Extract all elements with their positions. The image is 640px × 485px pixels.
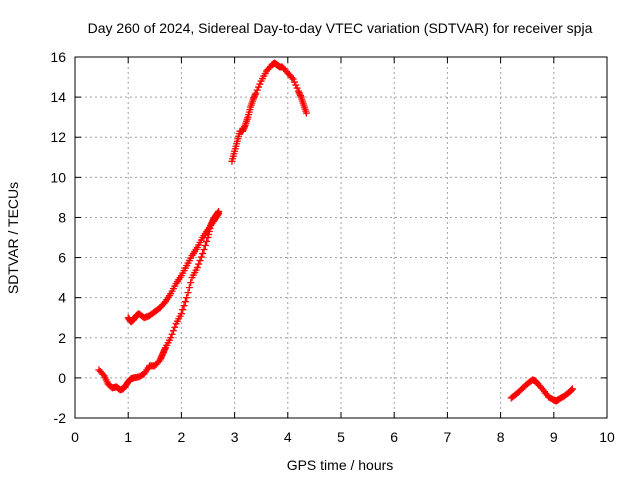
y-tick-label: -2 (54, 410, 67, 426)
data-point (296, 92, 304, 100)
data-point (156, 356, 164, 364)
data-point (184, 289, 192, 297)
y-tick-label: 16 (50, 49, 66, 65)
data-point (195, 260, 203, 268)
data-point (169, 327, 177, 335)
data-point (302, 109, 310, 117)
grid (75, 57, 607, 418)
data-point (193, 264, 201, 272)
y-tick-label: 0 (58, 370, 66, 386)
data-point (251, 91, 259, 99)
y-tick-label: 8 (58, 209, 66, 225)
x-tick-label: 5 (337, 429, 345, 445)
x-tick-label: 3 (231, 429, 239, 445)
y-tick-label: 14 (50, 89, 66, 105)
x-tick-label: 2 (178, 429, 186, 445)
data-point (294, 87, 302, 95)
data-point (567, 386, 575, 394)
x-tick-label: 10 (599, 429, 615, 445)
data-point (295, 89, 303, 97)
data-point (185, 284, 193, 292)
data-point (168, 330, 176, 338)
data-point (256, 80, 264, 88)
data-point (160, 299, 168, 307)
data-point (239, 127, 247, 135)
data-point (252, 89, 260, 97)
y-tick-label: 6 (58, 250, 66, 266)
data-marks (95, 59, 576, 405)
data-point (181, 298, 189, 306)
x-tick-label: 6 (390, 429, 398, 445)
data-point (293, 84, 301, 92)
y-axis-label: SDTVAR / TECUs (5, 182, 21, 294)
data-point (568, 386, 576, 394)
data-point (215, 209, 223, 217)
data-point (199, 250, 207, 258)
data-point (290, 78, 298, 86)
data-point (158, 351, 166, 359)
data-point (179, 306, 187, 314)
data-point (171, 323, 179, 331)
data-point (167, 334, 175, 342)
chart-title: Day 260 of 2024, Sidereal Day-to-day VTE… (88, 20, 593, 36)
data-point (183, 294, 191, 302)
data-point (296, 90, 304, 98)
data-point (292, 81, 300, 89)
x-tick-label: 8 (497, 429, 505, 445)
x-tick-label: 4 (284, 429, 292, 445)
data-point (187, 279, 195, 287)
data-point (249, 95, 257, 103)
data-point (160, 347, 168, 355)
y-tick-label: 4 (58, 290, 66, 306)
x-tick-label: 0 (71, 429, 79, 445)
y-tick-label: 2 (58, 330, 66, 346)
data-point (214, 210, 222, 218)
data-point (250, 94, 258, 102)
data-point (159, 348, 167, 356)
data-point (180, 302, 188, 310)
data-point (568, 385, 576, 393)
x-axis-label: GPS time / hours (287, 457, 394, 473)
data-point (239, 126, 247, 134)
data-point (159, 350, 167, 358)
data-point (251, 92, 259, 100)
y-tick-label: 10 (50, 169, 66, 185)
x-tick-label: 9 (550, 429, 558, 445)
data-point (289, 75, 297, 83)
y-tick-label: 12 (50, 129, 66, 145)
data-point (203, 238, 211, 246)
data-point (255, 83, 263, 91)
data-point (196, 257, 204, 265)
data-point (201, 242, 209, 250)
data-point (200, 246, 208, 254)
data-point (99, 370, 107, 378)
data-point (197, 253, 205, 261)
data-point (253, 86, 261, 94)
data-point (161, 345, 169, 353)
data-point (240, 124, 248, 132)
data-point (157, 353, 165, 361)
data-point (157, 354, 165, 362)
x-tick-label: 7 (444, 429, 452, 445)
data-point (241, 123, 249, 131)
data-point (177, 310, 185, 318)
x-tick-label: 1 (124, 429, 132, 445)
data-point (288, 74, 296, 82)
